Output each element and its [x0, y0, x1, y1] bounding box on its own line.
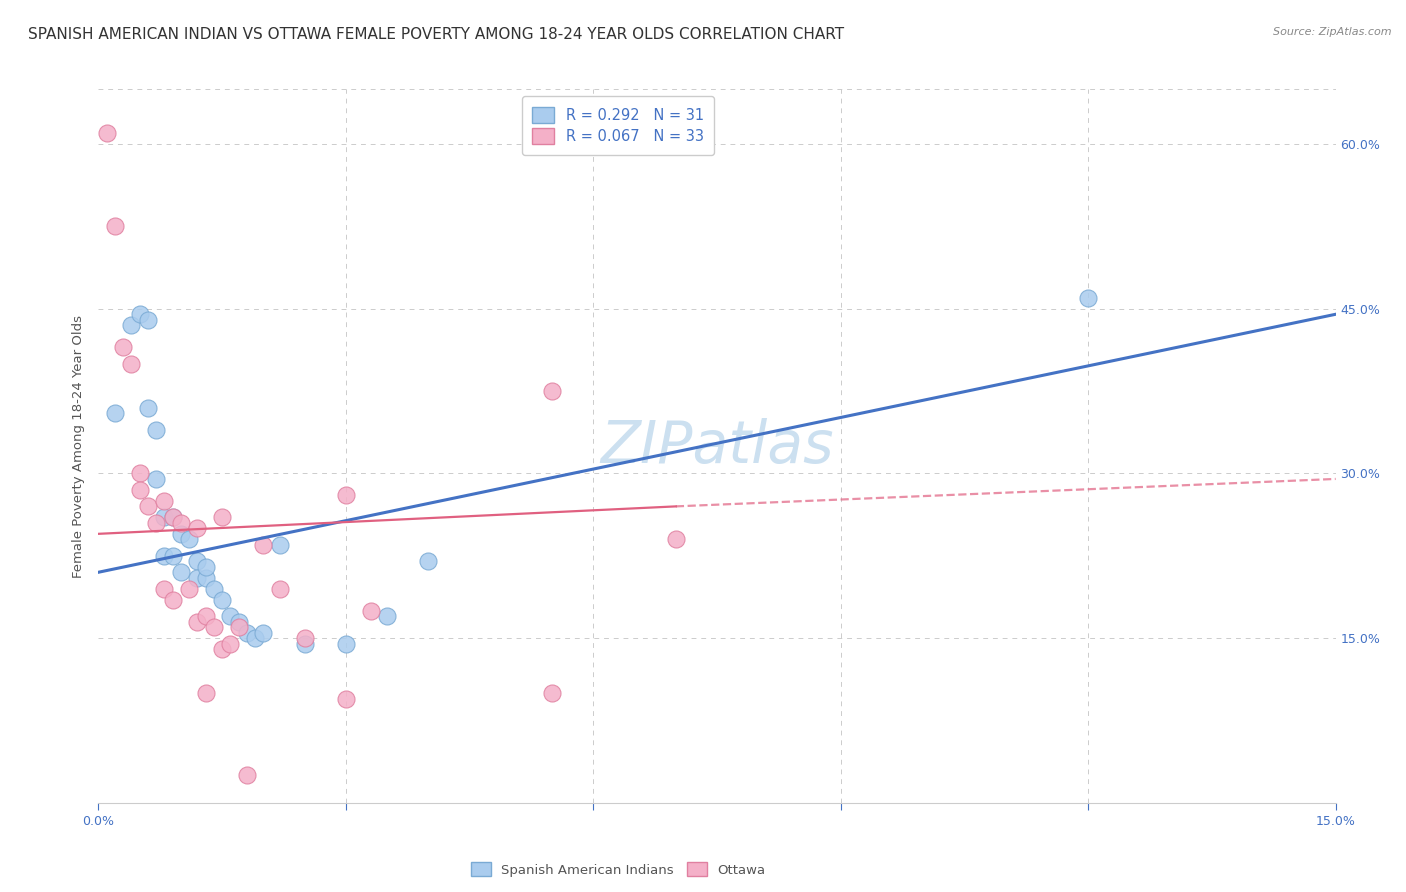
- Point: [228, 615, 250, 629]
- Point: [136, 500, 159, 514]
- Text: Source: ZipAtlas.com: Source: ZipAtlas.com: [1274, 27, 1392, 37]
- Point: [128, 307, 150, 321]
- Point: [194, 686, 217, 700]
- Point: [294, 631, 316, 645]
- Point: [418, 554, 440, 568]
- Point: [243, 631, 266, 645]
- Point: [194, 571, 217, 585]
- Point: [112, 340, 135, 354]
- Point: [335, 691, 357, 706]
- Point: [128, 483, 150, 497]
- Point: [211, 510, 233, 524]
- Point: [120, 318, 142, 333]
- Point: [186, 521, 208, 535]
- Point: [179, 582, 201, 596]
- Point: [269, 582, 291, 596]
- Point: [153, 510, 176, 524]
- Point: [294, 637, 316, 651]
- Point: [335, 488, 357, 502]
- Point: [162, 510, 184, 524]
- Point: [153, 582, 176, 596]
- Point: [202, 620, 225, 634]
- Text: SPANISH AMERICAN INDIAN VS OTTAWA FEMALE POVERTY AMONG 18-24 YEAR OLDS CORRELATI: SPANISH AMERICAN INDIAN VS OTTAWA FEMALE…: [28, 27, 844, 42]
- Point: [360, 604, 382, 618]
- Point: [170, 566, 193, 580]
- Point: [186, 571, 208, 585]
- Point: [236, 625, 259, 640]
- Point: [162, 549, 184, 563]
- Point: [186, 615, 208, 629]
- Point: [186, 554, 208, 568]
- Point: [104, 219, 127, 234]
- Point: [252, 538, 274, 552]
- Y-axis label: Female Poverty Among 18-24 Year Olds: Female Poverty Among 18-24 Year Olds: [72, 315, 84, 577]
- Point: [153, 549, 176, 563]
- Legend: Spanish American Indians, Ottawa: Spanish American Indians, Ottawa: [465, 856, 770, 882]
- Point: [541, 384, 564, 398]
- Point: [145, 472, 167, 486]
- Point: [269, 538, 291, 552]
- Point: [145, 516, 167, 530]
- Point: [162, 592, 184, 607]
- Point: [120, 357, 142, 371]
- Point: [104, 406, 127, 420]
- Point: [202, 582, 225, 596]
- Point: [375, 609, 398, 624]
- Point: [128, 467, 150, 481]
- Point: [211, 642, 233, 657]
- Point: [211, 592, 233, 607]
- Point: [228, 620, 250, 634]
- Point: [145, 423, 167, 437]
- Point: [136, 312, 159, 326]
- Point: [136, 401, 159, 415]
- Point: [179, 533, 201, 547]
- Point: [541, 686, 564, 700]
- Point: [194, 609, 217, 624]
- Point: [153, 494, 176, 508]
- Point: [194, 559, 217, 574]
- Text: ZIPatlas: ZIPatlas: [600, 417, 834, 475]
- Point: [96, 126, 118, 140]
- Point: [170, 526, 193, 541]
- Point: [1077, 291, 1099, 305]
- Point: [665, 533, 688, 547]
- Point: [219, 637, 242, 651]
- Point: [335, 637, 357, 651]
- Point: [252, 625, 274, 640]
- Point: [170, 516, 193, 530]
- Point: [236, 768, 259, 782]
- Point: [219, 609, 242, 624]
- Point: [162, 510, 184, 524]
